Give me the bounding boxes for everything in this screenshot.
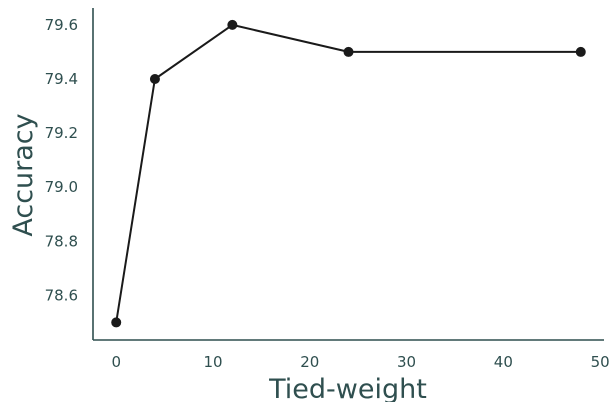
data-point (575, 46, 586, 57)
data-point (227, 19, 238, 30)
ticks: 0 10 20 30 40 50 78.6 78.8 79.0 79.2 79.4 79.6 (45, 16, 610, 371)
y-tick-label: 79.6 (45, 16, 78, 34)
x-axis-label: Tied-weight (268, 374, 427, 402)
x-tick-label: 20 (300, 353, 319, 371)
y-axis-label: Accuracy (8, 113, 39, 236)
y-tick-label: 79.2 (45, 124, 78, 142)
x-tick-label: 0 (111, 353, 121, 371)
data-point (149, 73, 160, 84)
axes (92, 8, 604, 341)
x-tick-label: 30 (397, 353, 416, 371)
data-point (343, 46, 354, 57)
series-layer (111, 19, 586, 328)
x-tick-label: 50 (591, 353, 610, 371)
series-line (115, 23, 581, 323)
x-tick-label: 10 (203, 353, 222, 371)
y-tick-label: 79.0 (45, 178, 78, 196)
data-point (111, 317, 122, 328)
y-tick-label: 78.8 (45, 232, 78, 250)
x-tick-label: 40 (494, 353, 513, 371)
y-tick-label: 79.4 (45, 70, 78, 88)
y-tick-label: 78.6 (45, 286, 78, 304)
